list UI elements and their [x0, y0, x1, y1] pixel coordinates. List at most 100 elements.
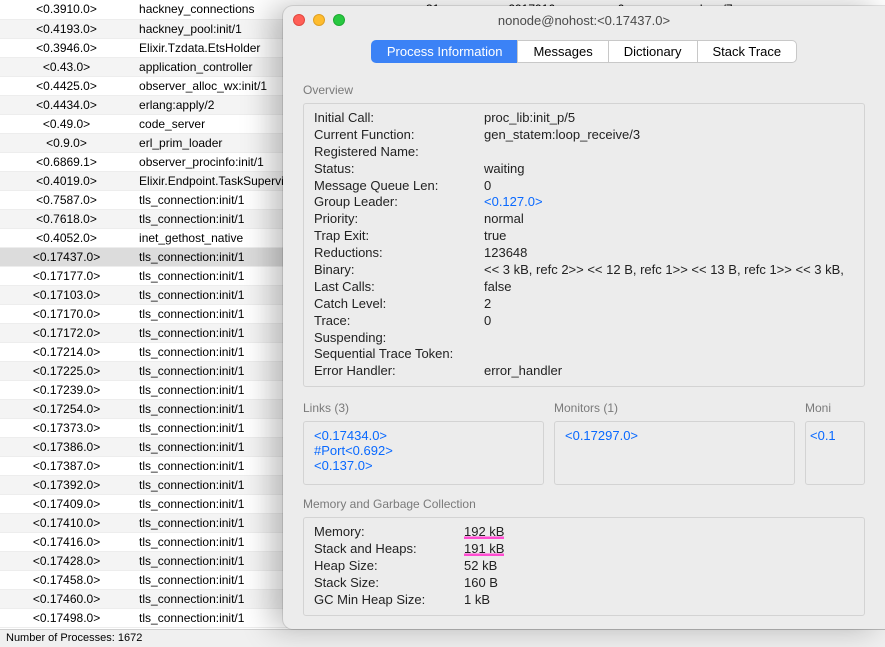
maximize-icon[interactable] [333, 14, 345, 26]
kv-value: true [484, 228, 854, 245]
kv-label: GC Min Heap Size: [314, 592, 464, 609]
kv-label: Initial Call: [314, 110, 484, 127]
overview-row: Last Calls:false [314, 279, 854, 296]
pid-link[interactable]: <0.17297.0> [565, 428, 784, 443]
overview-row: Status:waiting [314, 161, 854, 178]
kv-value: 123648 [484, 245, 854, 262]
kv-value[interactable]: <0.127.0> [484, 194, 854, 211]
window-title: nonode@nohost:<0.17437.0> [283, 13, 885, 28]
monitored-by-panel: <0.1 [805, 421, 865, 485]
pid-cell: <0.3910.0> [0, 0, 133, 19]
kv-value: waiting [484, 161, 854, 178]
pid-cell: <0.7618.0> [0, 209, 133, 228]
pid-cell: <0.17373.0> [0, 418, 133, 437]
tab-dictionary[interactable]: Dictionary [608, 40, 697, 63]
pid-link[interactable]: <0.17434.0> [314, 428, 533, 443]
tab-process-information[interactable]: Process Information [371, 40, 518, 63]
kv-value: 0 [484, 313, 854, 330]
status-bar: Number of Processes: 1672 [0, 629, 885, 647]
pid-cell: <0.9.0> [0, 133, 133, 152]
pid-cell: <0.17254.0> [0, 399, 133, 418]
overview-row: Message Queue Len:0 [314, 178, 854, 195]
kv-label: Error Handler: [314, 363, 484, 380]
kv-label: Current Function: [314, 127, 484, 144]
process-count: Number of Processes: 1672 [6, 632, 142, 644]
memory-row: GC Min Heap Size:1 kB [314, 592, 854, 609]
kv-label: Suspending: [314, 330, 484, 347]
kv-value: 160 B [464, 575, 854, 592]
pid-cell: <0.43.0> [0, 57, 133, 76]
memory-row: Memory:192 kB [314, 524, 854, 541]
overview-row: Group Leader:<0.127.0> [314, 194, 854, 211]
memory-panel: Memory:192 kBStack and Heaps:191 kBHeap … [303, 517, 865, 615]
links-title: Links (3) [303, 401, 544, 415]
minimize-icon[interactable] [313, 14, 325, 26]
kv-value: << 3 kB, refc 2>> << 12 B, refc 1>> << 1… [484, 262, 854, 279]
kv-label: Sequential Trace Token: [314, 346, 484, 363]
kv-label: Catch Level: [314, 296, 484, 313]
pid-cell: <0.17170.0> [0, 304, 133, 323]
overview-row: Priority:normal [314, 211, 854, 228]
pid-cell: <0.17409.0> [0, 494, 133, 513]
overview-title: Overview [303, 83, 865, 97]
kv-value: 1 kB [464, 592, 854, 609]
pid-link[interactable]: <0.1 [810, 428, 860, 443]
pid-cell: <0.17460.0> [0, 589, 133, 608]
links-panel: <0.17434.0>#Port<0.692><0.137.0> [303, 421, 544, 485]
kv-value: 0 [484, 178, 854, 195]
close-icon[interactable] [293, 14, 305, 26]
overview-row: Current Function:gen_statem:loop_receive… [314, 127, 854, 144]
pid-cell: <0.17392.0> [0, 475, 133, 494]
tab-messages[interactable]: Messages [517, 40, 607, 63]
pid-cell: <0.17239.0> [0, 380, 133, 399]
pid-cell: <0.17437.0> [0, 247, 133, 266]
pid-cell: <0.7587.0> [0, 190, 133, 209]
kv-label: Heap Size: [314, 558, 464, 575]
overview-row: Registered Name: [314, 144, 854, 161]
pid-cell: <0.17214.0> [0, 342, 133, 361]
kv-label: Trap Exit: [314, 228, 484, 245]
kv-label: Priority: [314, 211, 484, 228]
pid-cell: <0.17103.0> [0, 285, 133, 304]
kv-label: Stack and Heaps: [314, 541, 464, 558]
pid-cell: <0.49.0> [0, 114, 133, 133]
kv-label: Binary: [314, 262, 484, 279]
monitors-title: Monitors (1) [554, 401, 795, 415]
pid-link[interactable]: #Port<0.692> [314, 443, 533, 458]
kv-label: Group Leader: [314, 194, 484, 211]
monitored-by-title: Moni [805, 401, 865, 415]
kv-value: proc_lib:init_p/5 [484, 110, 854, 127]
pid-cell: <0.17172.0> [0, 323, 133, 342]
overview-row: Binary:<< 3 kB, refc 2>> << 12 B, refc 1… [314, 262, 854, 279]
kv-value [484, 330, 854, 347]
pid-cell: <0.6869.1> [0, 152, 133, 171]
kv-label: Stack Size: [314, 575, 464, 592]
pid-cell: <0.4193.0> [0, 19, 133, 38]
overview-row: Suspending: [314, 330, 854, 347]
pid-cell: <0.17387.0> [0, 456, 133, 475]
memory-row: Stack and Heaps:191 kB [314, 541, 854, 558]
pid-link[interactable]: <0.137.0> [314, 458, 533, 473]
kv-value: normal [484, 211, 854, 228]
pid-cell: <0.4425.0> [0, 76, 133, 95]
memory-row: Stack Size:160 B [314, 575, 854, 592]
overview-row: Catch Level:2 [314, 296, 854, 313]
kv-value: error_handler [484, 363, 854, 380]
memory-row: Heap Size:52 kB [314, 558, 854, 575]
tab-stack-trace[interactable]: Stack Trace [697, 40, 798, 63]
monitors-panel: <0.17297.0> [554, 421, 795, 485]
tabs: Process Information Messages Dictionary … [283, 34, 885, 75]
kv-value: 191 kB [464, 541, 854, 558]
pid-cell: <0.4052.0> [0, 228, 133, 247]
memory-title: Memory and Garbage Collection [303, 497, 865, 511]
overview-row: Error Handler:error_handler [314, 363, 854, 380]
kv-value [484, 144, 854, 161]
kv-value: 2 [484, 296, 854, 313]
pid-cell: <0.17458.0> [0, 570, 133, 589]
kv-label: Registered Name: [314, 144, 484, 161]
pid-cell: <0.17386.0> [0, 437, 133, 456]
process-info-window: nonode@nohost:<0.17437.0> Process Inform… [283, 6, 885, 629]
pid-cell: <0.17410.0> [0, 513, 133, 532]
kv-value: 192 kB [464, 524, 854, 541]
overview-row: Reductions:123648 [314, 245, 854, 262]
